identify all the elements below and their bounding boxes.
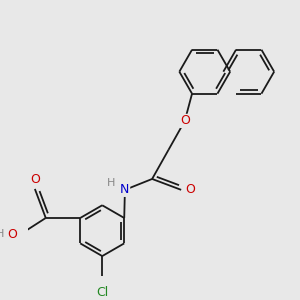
Text: O: O bbox=[30, 173, 40, 186]
Text: N: N bbox=[120, 183, 130, 196]
Text: O: O bbox=[180, 114, 190, 128]
Text: Cl: Cl bbox=[96, 286, 108, 299]
Text: O: O bbox=[185, 183, 195, 196]
Text: H: H bbox=[107, 178, 116, 188]
Text: H: H bbox=[0, 229, 4, 239]
Text: O: O bbox=[7, 228, 17, 241]
